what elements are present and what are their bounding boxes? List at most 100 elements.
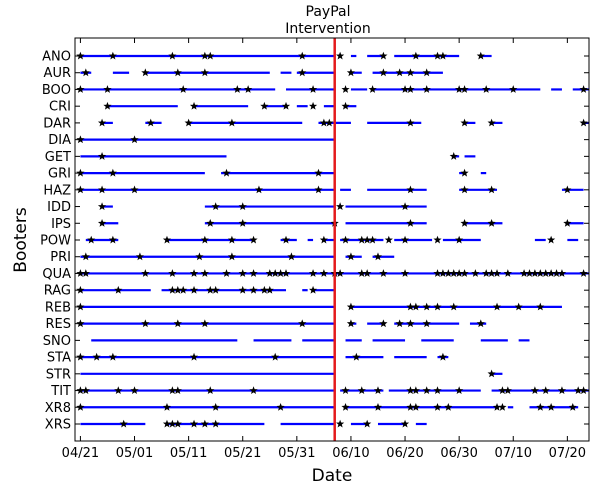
event-star (189, 101, 199, 110)
event-star (579, 269, 588, 277)
event-star (281, 269, 291, 277)
event-star (227, 235, 236, 244)
event-star (341, 235, 350, 244)
event-star (460, 185, 469, 194)
event-star (287, 252, 296, 261)
booter-row-idd (97, 202, 427, 211)
event-star (189, 419, 199, 428)
event-star (200, 319, 209, 328)
event-star (363, 235, 372, 244)
event-star (422, 68, 431, 77)
event-star (108, 352, 117, 361)
event-star (487, 218, 496, 227)
booter-label: GET (45, 150, 71, 165)
event-star (114, 285, 123, 294)
event-star (336, 269, 345, 277)
event-star (406, 402, 415, 411)
event-star (238, 202, 247, 211)
x-tick-label: 06/30 (440, 446, 477, 461)
booter-row-pow (85, 235, 579, 244)
event-star (97, 118, 107, 127)
event-star (76, 319, 85, 328)
booter-row-boo (76, 85, 589, 93)
booter-label: CRI (49, 100, 71, 115)
event-star (108, 235, 117, 244)
booter-row-rag (76, 285, 335, 294)
event-star (433, 269, 442, 277)
event-star (552, 269, 561, 277)
event-star (81, 386, 90, 395)
event-star (265, 269, 274, 277)
event-star (373, 386, 383, 395)
event-star (406, 68, 415, 77)
event-star (244, 85, 253, 93)
booter-row-reb (76, 302, 562, 311)
event-star (509, 85, 518, 93)
event-star (281, 101, 291, 110)
event-star (97, 202, 107, 211)
event-star (206, 218, 215, 227)
event-star (308, 285, 318, 294)
event-star (97, 152, 107, 160)
event-star (298, 51, 307, 60)
event-star (400, 235, 410, 244)
event-star (563, 185, 572, 194)
event-star (406, 85, 415, 93)
booter-label: DAR (43, 116, 71, 131)
x-tick-label: 05/01 (116, 446, 153, 461)
booter-row-dar (97, 118, 589, 127)
event-star (200, 419, 209, 428)
event-star (162, 402, 172, 411)
event-star (341, 85, 350, 93)
event-star (422, 85, 431, 93)
event-star (400, 269, 410, 277)
event-star (135, 252, 145, 261)
booter-row-sta (76, 352, 449, 361)
event-star (568, 402, 577, 411)
booter-row-xr8 (76, 402, 579, 411)
event-star (406, 386, 415, 395)
event-star (557, 386, 567, 395)
event-star (444, 402, 453, 411)
event-star (76, 352, 85, 361)
event-star (422, 319, 431, 328)
event-star (487, 269, 496, 277)
event-star (400, 85, 410, 93)
event-star (487, 369, 496, 378)
event-star (308, 269, 318, 277)
event-star (368, 85, 377, 93)
event-star (200, 269, 209, 277)
event-star (379, 269, 388, 277)
event-star (76, 51, 85, 60)
event-star (525, 269, 534, 277)
event-star (471, 269, 480, 277)
annotation-line2: Intervention (285, 21, 370, 37)
event-star (579, 118, 588, 127)
event-star (162, 419, 172, 428)
event-star (422, 386, 431, 395)
booter-label: SNO (43, 334, 71, 349)
event-star (357, 235, 366, 244)
event-star (346, 302, 356, 311)
event-star (379, 319, 388, 328)
event-star (179, 285, 188, 294)
event-star (455, 85, 464, 93)
event-star (336, 202, 345, 211)
x-tick-label: 06/20 (386, 446, 423, 461)
event-star (168, 386, 177, 395)
event-star (482, 269, 491, 277)
event-star (81, 269, 90, 277)
event-star (352, 352, 361, 361)
event-star (363, 419, 372, 428)
event-star (249, 269, 258, 277)
event-star (97, 185, 107, 194)
event-star (227, 252, 236, 261)
booter-label: HAZ (43, 183, 71, 198)
event-star (249, 386, 258, 395)
booter-label: REB (45, 300, 71, 315)
event-star (260, 285, 269, 294)
event-star (557, 269, 567, 277)
x-axis-title: Date (312, 466, 353, 486)
event-star (530, 269, 539, 277)
